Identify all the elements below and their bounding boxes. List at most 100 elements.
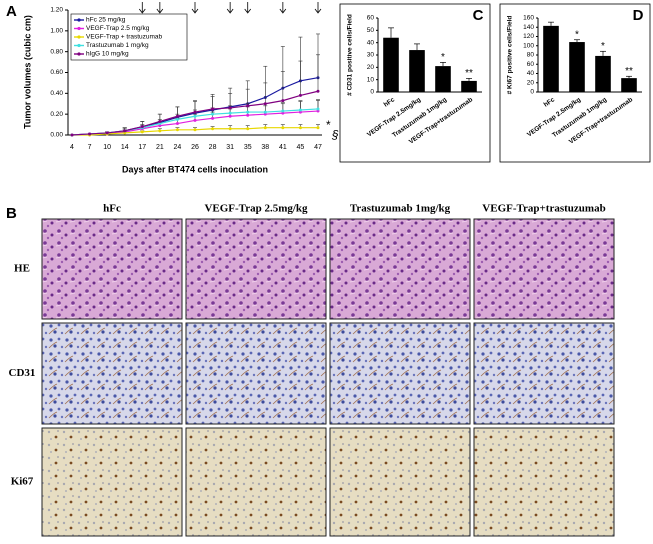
point — [246, 113, 250, 117]
point — [263, 102, 267, 106]
y-tick-label: 60 — [367, 15, 375, 22]
significance-marker: ** — [465, 68, 473, 79]
point — [88, 132, 92, 136]
point — [193, 114, 197, 118]
panel-label: D — [633, 7, 644, 24]
treatment-arrow — [138, 2, 146, 14]
bar — [543, 25, 559, 92]
point — [316, 109, 320, 113]
point — [246, 110, 250, 114]
micrograph — [473, 322, 615, 425]
y-tick-label: 0.80 — [50, 48, 63, 55]
bar — [569, 42, 585, 92]
x-tick-label: 21 — [156, 144, 164, 151]
y-tick-label: 1.20 — [50, 7, 63, 14]
y-tick-label: 0.40 — [50, 90, 63, 97]
point — [193, 128, 197, 132]
point — [316, 107, 320, 111]
x-tick-label: 41 — [279, 144, 287, 151]
point — [123, 129, 127, 133]
annotation: § — [331, 128, 339, 142]
micrograph — [329, 427, 471, 537]
legend-marker — [77, 52, 81, 56]
point — [105, 131, 109, 135]
legend-marker — [77, 35, 81, 39]
point — [175, 117, 179, 121]
panel-label: C — [473, 7, 484, 24]
point — [211, 116, 215, 120]
significance-marker: * — [441, 52, 445, 63]
y-tick-label: 40 — [527, 70, 535, 77]
significance-marker: * — [575, 29, 579, 40]
point — [281, 109, 285, 113]
bar — [383, 37, 399, 92]
y-tick-label: 140 — [523, 24, 534, 31]
x-tick-label: hFc — [543, 96, 557, 109]
y-axis-label: Tumor volumes (cubic cm) — [22, 15, 32, 129]
point — [228, 111, 232, 115]
micrograph — [41, 427, 183, 537]
legend-marker — [77, 43, 81, 48]
point — [298, 108, 302, 112]
y-tick-label: 10 — [367, 76, 375, 83]
point — [228, 114, 232, 118]
micrograph — [185, 322, 327, 425]
x-tick-label: 47 — [314, 144, 322, 151]
point — [316, 89, 320, 93]
legend-label: Trastuzumab 1 mg/kg — [86, 42, 149, 49]
point — [298, 126, 302, 130]
panel-frame — [499, 3, 651, 163]
point — [175, 122, 179, 126]
row-label: CD31 — [9, 367, 36, 379]
point — [211, 112, 215, 116]
legend-label: hIgG 10 mg/kg — [86, 51, 129, 58]
legend-marker — [77, 18, 81, 22]
y-tick-label: 100 — [523, 42, 534, 49]
micrograph — [473, 427, 615, 537]
y-tick-label: 0.60 — [50, 69, 63, 76]
column-header: Trastuzumab 1mg/kg — [350, 203, 451, 215]
point — [298, 93, 302, 97]
y-axis-label: # CD31 positive cells/Field — [347, 14, 354, 96]
row-label: Ki67 — [11, 476, 34, 488]
annotation: * — [326, 118, 331, 132]
point — [281, 111, 285, 115]
point — [193, 110, 197, 114]
y-tick-label: 0 — [370, 89, 374, 96]
y-tick-label: 30 — [367, 52, 375, 59]
column-header: VEGF-Trap 2.5mg/kg — [204, 203, 308, 215]
point — [281, 126, 285, 130]
micrograph — [41, 322, 183, 425]
x-tick-label: 35 — [244, 144, 252, 151]
y-tick-label: 0.20 — [50, 111, 63, 118]
micrograph — [185, 427, 327, 537]
x-tick-label: 45 — [297, 144, 305, 151]
bar — [435, 66, 451, 92]
treatment-arrow — [279, 2, 287, 14]
bar — [595, 55, 611, 92]
micrograph — [185, 218, 327, 320]
bar — [409, 50, 425, 92]
panel-label: B — [6, 205, 17, 222]
point — [316, 126, 320, 130]
point — [263, 110, 267, 114]
y-tick-label: 20 — [527, 79, 535, 86]
row-label: HE — [14, 263, 30, 275]
x-tick-label: 38 — [261, 144, 269, 151]
point — [228, 127, 232, 131]
point — [123, 131, 127, 135]
bar — [461, 80, 477, 92]
legend-label: VEGF-Trap + trastuzumab — [86, 34, 163, 41]
y-axis-label: # Ki67 positive cells/Field — [507, 16, 514, 95]
y-tick-label: 0 — [530, 89, 534, 96]
treatment-arrow — [244, 2, 252, 14]
point — [158, 129, 162, 133]
point — [246, 127, 250, 131]
point — [246, 104, 250, 108]
legend-marker — [77, 26, 81, 31]
x-tick-label: 17 — [138, 144, 146, 151]
y-tick-label: 160 — [523, 15, 534, 22]
y-tick-label: 120 — [523, 33, 534, 40]
x-tick-label: 14 — [121, 144, 129, 151]
